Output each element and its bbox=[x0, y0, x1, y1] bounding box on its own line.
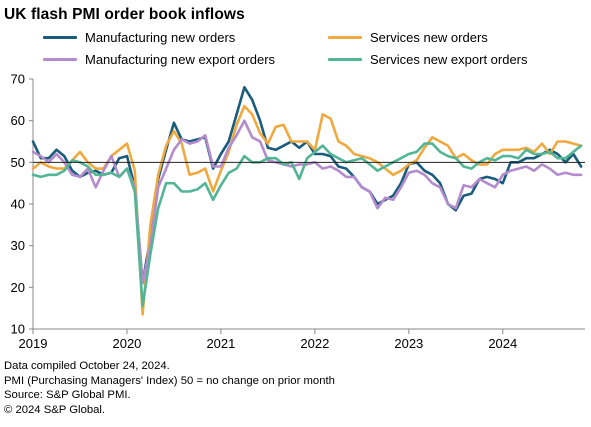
series-line-services-new-orders bbox=[31, 104, 583, 316]
footnote-source: Source: S&P Global PMI. bbox=[4, 389, 131, 401]
legend-item-manufacturing-new-orders: Manufacturing new orders bbox=[43, 30, 235, 45]
series-line-services-new-export-orders bbox=[31, 142, 583, 308]
x-tick-label: 2022 bbox=[300, 336, 329, 351]
legend-swatch bbox=[328, 58, 362, 61]
series-line-manufacturing-new-orders bbox=[31, 86, 583, 285]
footnotes: Data compiled October 24, 2024. PMI (Pur… bbox=[4, 359, 335, 417]
y-tick-label: 30 bbox=[11, 238, 25, 253]
legend-item-services-new-export-orders: Services new export orders bbox=[328, 52, 528, 67]
y-tick-label: 50 bbox=[11, 155, 25, 170]
legend-swatch bbox=[328, 36, 362, 39]
footnote-data-compiled: Data compiled October 24, 2024. bbox=[4, 360, 170, 372]
x-tick-label: 2021 bbox=[206, 336, 235, 351]
y-tick-label: 60 bbox=[11, 113, 25, 128]
legend-label: Services new export orders bbox=[370, 52, 528, 67]
x-tick-label: 2023 bbox=[394, 336, 423, 351]
legend-swatch bbox=[43, 36, 77, 39]
y-tick-label: 70 bbox=[11, 72, 25, 87]
x-tick-label: 2020 bbox=[112, 336, 141, 351]
legend-item-manufacturing-new-export-orders: Manufacturing new export orders bbox=[43, 52, 275, 67]
legend-label: Services new orders bbox=[370, 30, 488, 45]
x-tick-label: 2024 bbox=[488, 336, 517, 351]
x-tick-label: 2019 bbox=[19, 336, 48, 351]
y-tick-label: 10 bbox=[11, 322, 25, 337]
line-chart: 10 20 30 40 50 60 70 2019 2020 2021 2022 2023 2024 bbox=[11, 72, 585, 351]
y-tick-label: 40 bbox=[11, 197, 25, 212]
legend-swatch bbox=[43, 58, 77, 61]
legend-label: Manufacturing new orders bbox=[85, 30, 236, 45]
legend: Manufacturing new orders Services new or… bbox=[0, 0, 591, 80]
y-tick-label: 20 bbox=[11, 280, 25, 295]
footnote-pmi-definition: PMI (Purchasing Managers' Index) 50 = no… bbox=[4, 374, 335, 387]
legend-label: Manufacturing new export orders bbox=[85, 52, 276, 67]
series-line-manufacturing-new-export-orders bbox=[31, 119, 583, 285]
chart-title: UK flash PMI order book inflows bbox=[4, 6, 245, 23]
footnote-copyright: © 2024 S&P Global. bbox=[4, 403, 106, 416]
legend-item-services-new-orders: Services new orders bbox=[328, 30, 488, 45]
